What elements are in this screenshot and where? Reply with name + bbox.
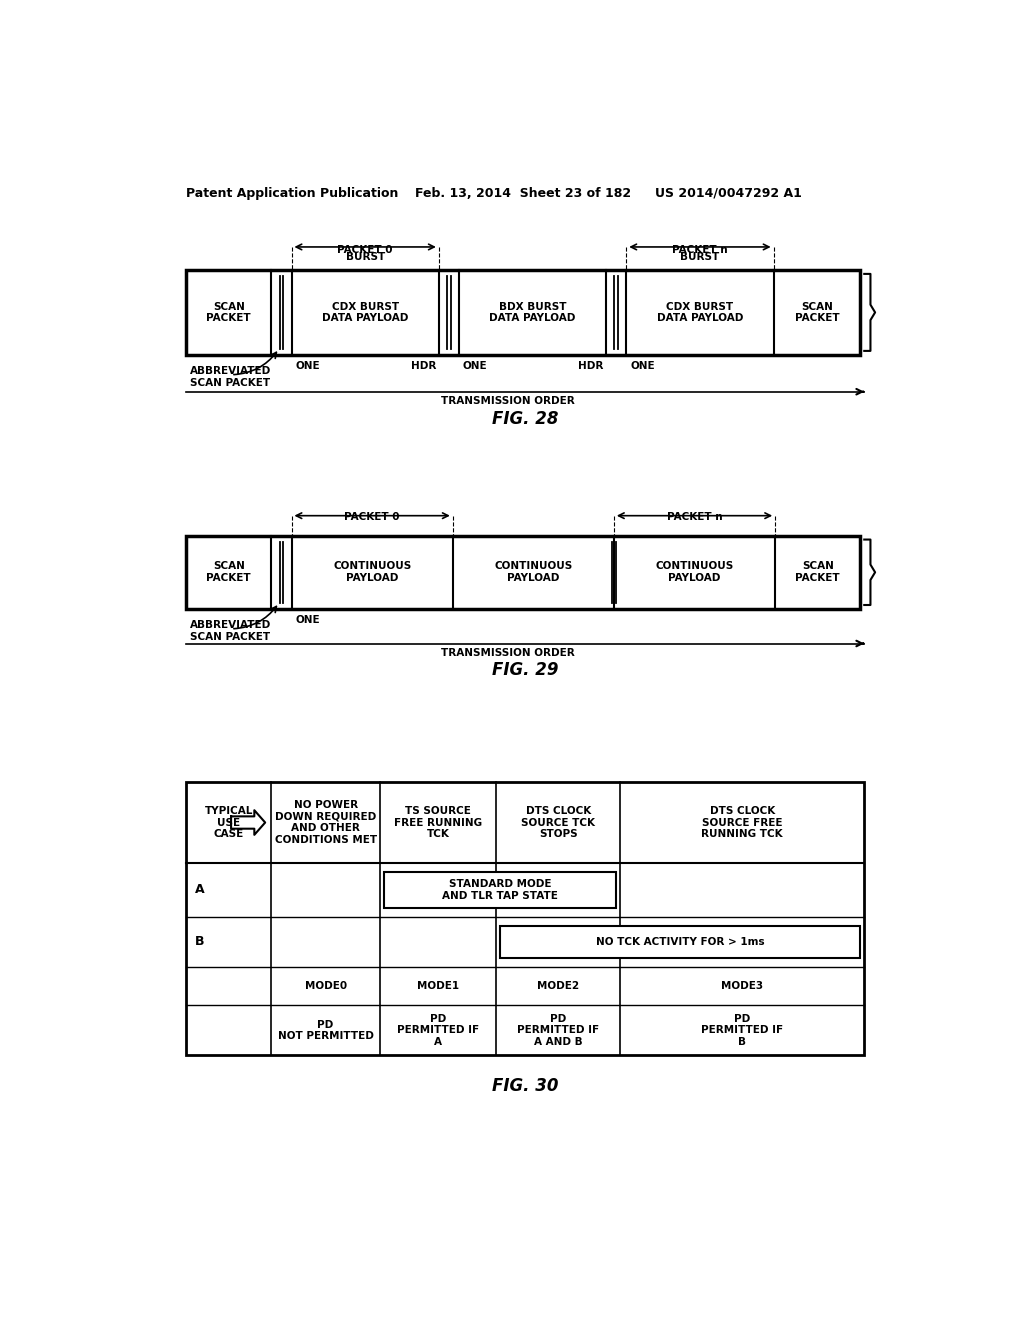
Text: FIG. 30: FIG. 30: [492, 1077, 558, 1096]
Text: TYPICAL
USE
CASE: TYPICAL USE CASE: [205, 807, 253, 840]
Text: PACKET 0: PACKET 0: [337, 244, 393, 255]
Text: CONTINUOUS
PAYLOAD: CONTINUOUS PAYLOAD: [655, 561, 733, 583]
Text: NO TCK ACTIVITY FOR > 1ms: NO TCK ACTIVITY FOR > 1ms: [596, 937, 765, 946]
Text: ABBREVIATED
SCAN PACKET: ABBREVIATED SCAN PACKET: [190, 367, 271, 388]
Polygon shape: [231, 810, 265, 834]
Text: A: A: [196, 883, 205, 896]
Text: TS SOURCE
FREE RUNNING
TCK: TS SOURCE FREE RUNNING TCK: [394, 807, 482, 840]
Text: CDX BURST
DATA PAYLOAD: CDX BURST DATA PAYLOAD: [656, 301, 743, 323]
Text: TRANSMISSION ORDER: TRANSMISSION ORDER: [441, 396, 574, 407]
Text: BURST: BURST: [345, 252, 385, 263]
Text: NO POWER
DOWN REQUIRED
AND OTHER
CONDITIONS MET: NO POWER DOWN REQUIRED AND OTHER CONDITI…: [274, 800, 377, 845]
Text: PACKET n: PACKET n: [672, 244, 728, 255]
Text: MODE0: MODE0: [304, 981, 347, 991]
Text: PACKET n: PACKET n: [667, 512, 722, 521]
Text: BDX BURST
DATA PAYLOAD: BDX BURST DATA PAYLOAD: [489, 301, 575, 323]
Text: SCAN
PACKET: SCAN PACKET: [795, 301, 840, 323]
Text: FIG. 29: FIG. 29: [492, 661, 558, 680]
Text: HDR: HDR: [578, 362, 603, 371]
Bar: [186, 536, 860, 609]
Text: CONTINUOUS
PAYLOAD: CONTINUOUS PAYLOAD: [333, 561, 412, 583]
Text: SCAN
PACKET: SCAN PACKET: [796, 561, 840, 583]
Bar: [500, 927, 860, 958]
Text: STANDARD MODE
AND TLR TAP STATE: STANDARD MODE AND TLR TAP STATE: [442, 879, 558, 900]
Text: PD
NOT PERMITTED: PD NOT PERMITTED: [278, 1019, 374, 1041]
Text: PD
PERMITTED IF
A: PD PERMITTED IF A: [397, 1014, 479, 1047]
Text: PD
PERMITTED IF
B: PD PERMITTED IF B: [701, 1014, 783, 1047]
Text: SCAN
PACKET: SCAN PACKET: [207, 561, 251, 583]
Text: DTS CLOCK
SOURCE FREE
RUNNING TCK: DTS CLOCK SOURCE FREE RUNNING TCK: [701, 807, 783, 840]
Text: ONE: ONE: [463, 362, 487, 371]
Text: MODE3: MODE3: [721, 981, 763, 991]
Bar: [384, 873, 616, 908]
Text: PD
PERMITTED IF
A AND B: PD PERMITTED IF A AND B: [517, 1014, 599, 1047]
Text: ONE: ONE: [295, 615, 321, 626]
Text: ABBREVIATED
SCAN PACKET: ABBREVIATED SCAN PACKET: [190, 620, 271, 642]
Text: Feb. 13, 2014  Sheet 23 of 182: Feb. 13, 2014 Sheet 23 of 182: [415, 186, 631, 199]
Text: B: B: [196, 936, 205, 948]
Text: CDX BURST
DATA PAYLOAD: CDX BURST DATA PAYLOAD: [322, 301, 409, 323]
Text: MODE2: MODE2: [537, 981, 580, 991]
Text: BURST: BURST: [680, 252, 720, 263]
Text: PACKET 0: PACKET 0: [344, 512, 400, 521]
Text: ONE: ONE: [630, 362, 654, 371]
Text: HDR: HDR: [411, 362, 436, 371]
Text: US 2014/0047292 A1: US 2014/0047292 A1: [655, 186, 802, 199]
Text: Patent Application Publication: Patent Application Publication: [186, 186, 398, 199]
Text: MODE1: MODE1: [417, 981, 459, 991]
Text: DTS CLOCK
SOURCE TCK
STOPS: DTS CLOCK SOURCE TCK STOPS: [521, 807, 595, 840]
Text: ONE: ONE: [295, 362, 321, 371]
Text: CONTINUOUS
PAYLOAD: CONTINUOUS PAYLOAD: [495, 561, 572, 583]
Text: SCAN
PACKET: SCAN PACKET: [207, 301, 251, 323]
Text: TRANSMISSION ORDER: TRANSMISSION ORDER: [441, 648, 574, 657]
Bar: [186, 271, 860, 355]
Bar: [186, 781, 864, 1056]
Text: FIG. 28: FIG. 28: [492, 409, 558, 428]
